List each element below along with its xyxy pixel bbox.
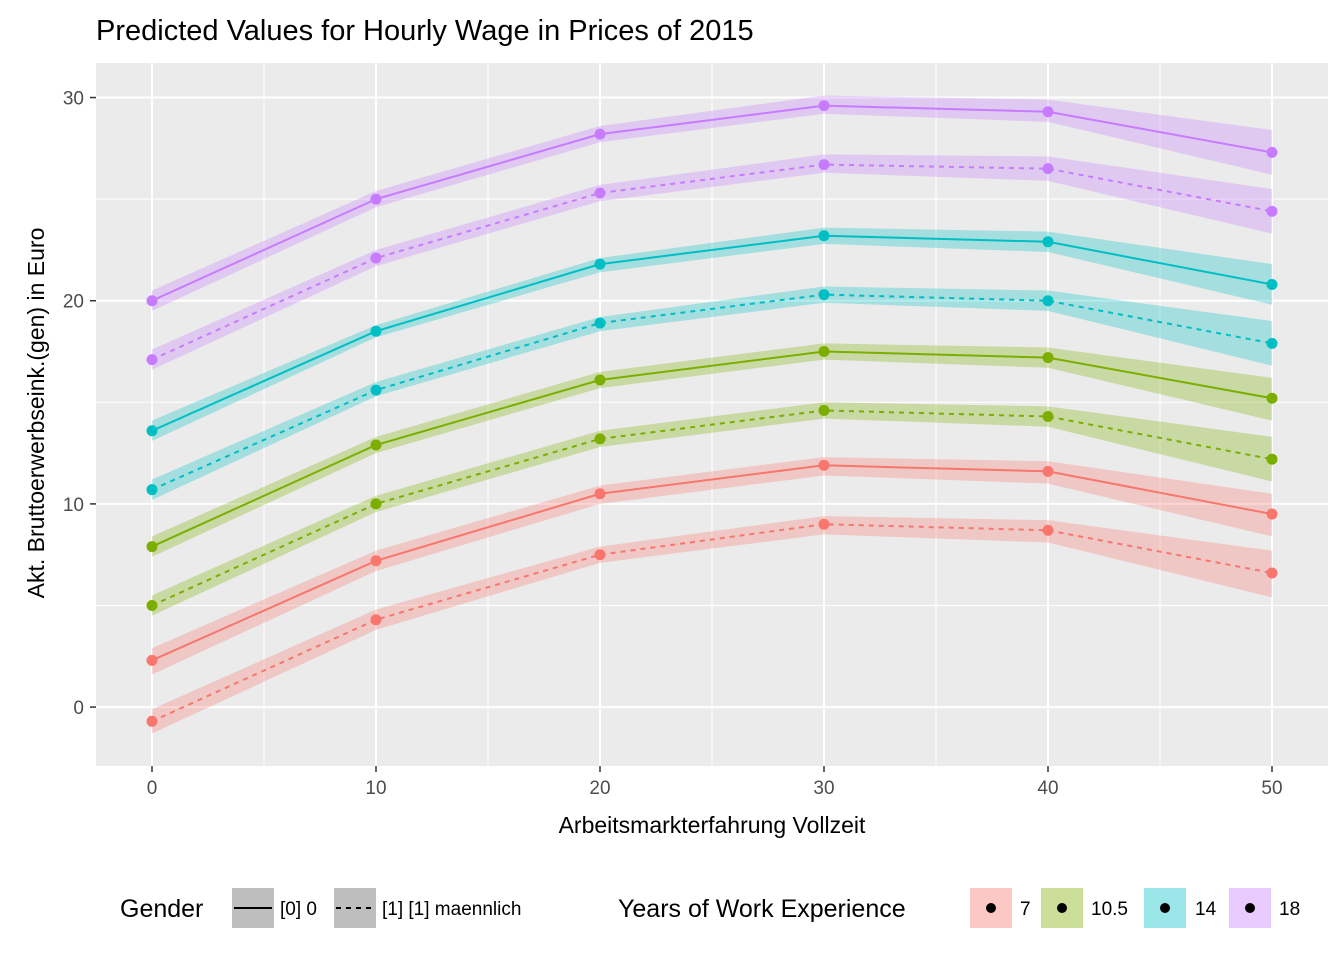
data-point-14-base: [370, 325, 382, 337]
x-tick-label: 40: [1037, 778, 1058, 799]
data-point-10-5-base: [1042, 352, 1054, 364]
data-point-18-base: [1266, 146, 1278, 158]
legend-experience-label: 7: [1020, 899, 1031, 920]
y-axis-title: Akt. Bruttoerwerbseink.(gen) in Euro: [23, 228, 49, 599]
data-point-7-base: [594, 488, 606, 500]
data-point-14-base: [594, 258, 606, 270]
legend-experience-label: 18: [1279, 899, 1300, 920]
legend-experience-key-2: [1041, 888, 1083, 928]
chart-title: Predicted Values for Hourly Wage in Pric…: [96, 15, 754, 47]
series-line-14-maennlich: [151, 293, 1273, 491]
data-point-7-base: [146, 654, 158, 666]
data-point-14-maennlich: [146, 484, 158, 496]
data-point-10-5-base: [818, 346, 830, 358]
data-point-10-5-maennlich: [818, 404, 830, 416]
data-point-7-base: [1042, 465, 1054, 477]
data-point-7-maennlich: [818, 518, 830, 530]
data-point-18-maennlich: [1042, 163, 1054, 175]
plot-panel: [96, 63, 1328, 766]
legend-key-point: [1160, 903, 1170, 913]
data-point-7-maennlich: [1266, 567, 1278, 579]
data-point-18-maennlich: [370, 252, 382, 264]
legend-experience-key-3: [1144, 888, 1186, 928]
data-point-10-5-maennlich: [146, 599, 158, 611]
data-point-10-5-maennlich: [370, 498, 382, 510]
legend-gender-key-2: [334, 888, 376, 928]
data-point-10-5-maennlich: [594, 433, 606, 445]
data-point-7-base: [1266, 508, 1278, 520]
data-point-18-maennlich: [146, 354, 158, 366]
data-point-10-5-base: [594, 374, 606, 386]
data-point-18-maennlich: [594, 187, 606, 199]
x-tick-label: 0: [147, 778, 158, 799]
data-point-7-base: [370, 555, 382, 567]
data-point-14-maennlich: [370, 384, 382, 396]
y-tick-label: 10: [63, 495, 84, 516]
data-point-18-base: [818, 100, 830, 112]
data-point-14-base: [818, 230, 830, 242]
data-point-7-maennlich: [1042, 524, 1054, 536]
y-tick-label: 30: [63, 89, 84, 110]
data-point-7-base: [818, 459, 830, 471]
y-tick-label: 20: [63, 292, 84, 313]
series-line-14-base: [151, 234, 1273, 432]
series-line-7-base: [151, 464, 1273, 662]
x-axis-title: Arbeitsmarkterfahrung Vollzeit: [559, 812, 866, 838]
data-point-7-maennlich: [370, 614, 382, 626]
legend-gender-key-1: [232, 888, 274, 928]
axes: 0 10 20 30 40 50 0 10 20 30: [63, 89, 1283, 799]
data-point-18-base: [370, 193, 382, 205]
series-line-10-5-base: [151, 350, 1273, 548]
data-point-10-5-base: [1266, 392, 1278, 404]
x-tick-label: 50: [1261, 778, 1282, 799]
data-point-14-maennlich: [818, 289, 830, 301]
x-tick-label: 20: [589, 778, 610, 799]
data-point-18-base: [1042, 106, 1054, 118]
legend-gender-label: [1] [1] maennlich: [382, 899, 521, 920]
series-line-7-maennlich: [151, 523, 1273, 723]
series-line-18-base: [151, 104, 1273, 302]
x-tick-label: 30: [813, 778, 834, 799]
data-point-14-maennlich: [1266, 337, 1278, 349]
series-line-10-5-maennlich: [151, 409, 1273, 607]
data-point-14-maennlich: [1042, 295, 1054, 307]
legend-experience-label: 10.5: [1091, 899, 1128, 920]
data-point-7-maennlich: [146, 715, 158, 727]
legend-gender-label: [0] 0: [280, 899, 317, 920]
data-point-10-5-maennlich: [1266, 453, 1278, 465]
data-point-18-base: [146, 295, 158, 307]
y-tick-label: 0: [73, 698, 84, 719]
data-point-14-maennlich: [594, 317, 606, 329]
data-point-10-5-maennlich: [1042, 411, 1054, 423]
series-line-18-maennlich: [151, 163, 1273, 361]
data-point-14-base: [146, 425, 158, 437]
legend-gender-title: Gender: [120, 895, 203, 923]
legend-experience-key-1: [970, 888, 1012, 928]
legend: Gender [0] 0 [1] [1] maennlich Years of Wor…: [120, 888, 1300, 928]
legend-key-point: [1057, 903, 1067, 913]
series-points: [146, 100, 1278, 727]
legend-experience-key-4: [1229, 888, 1271, 928]
data-point-10-5-base: [146, 541, 158, 553]
legend-experience-title: Years of Work Experience: [618, 895, 906, 923]
data-point-14-base: [1042, 236, 1054, 248]
x-tick-label: 10: [365, 778, 386, 799]
series-lines: [151, 104, 1273, 723]
data-point-14-base: [1266, 278, 1278, 290]
data-point-18-maennlich: [1266, 205, 1278, 217]
legend-key-point: [986, 903, 996, 913]
data-point-7-maennlich: [594, 549, 606, 561]
legend-experience-label: 14: [1195, 899, 1217, 920]
data-point-18-maennlich: [818, 159, 830, 171]
data-point-10-5-base: [370, 439, 382, 451]
data-point-18-base: [594, 128, 606, 140]
legend-key-point: [1245, 903, 1255, 913]
